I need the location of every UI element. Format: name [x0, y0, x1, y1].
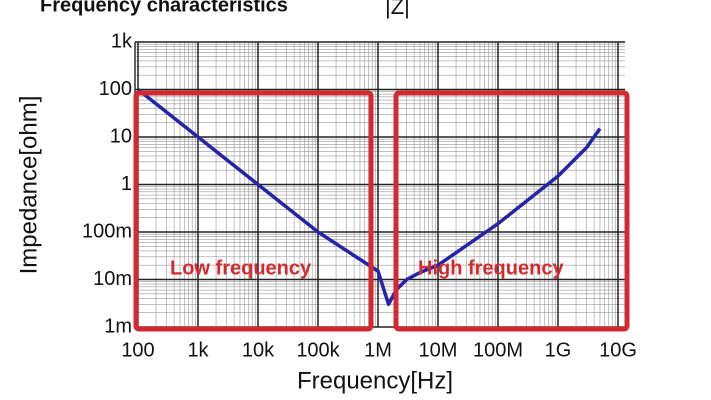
grid — [134, 41, 625, 328]
y-tick-label: 10m — [93, 268, 132, 290]
y-axis-label: Impedance[ohm] — [15, 96, 42, 275]
x-axis-label: Frequency[Hz] — [297, 367, 453, 394]
chart-subtitle: |Z| — [385, 0, 410, 19]
x-tick-label: 10M — [419, 339, 458, 361]
high-box — [393, 90, 630, 332]
annotation: High frequency — [418, 257, 564, 279]
x-tick-label: 1k — [187, 339, 209, 361]
x-tick-label: 100k — [296, 339, 340, 361]
y-tick-label: 1 — [121, 173, 132, 195]
x-tick-label: 100 — [121, 339, 154, 361]
impedance-line — [136, 88, 602, 307]
y-tick-label: 10 — [110, 125, 132, 147]
y-tick-label: 1k — [111, 30, 133, 52]
x-tick-label: 10k — [242, 339, 275, 361]
annotation: Low frequency — [170, 257, 312, 279]
y-tick-label: 1m — [104, 315, 132, 337]
low-box — [133, 90, 374, 332]
chart-title: Frequency characteristics — [40, 0, 288, 16]
x-tick-label: 1G — [545, 339, 572, 361]
y-tick-label: 100 — [99, 78, 132, 100]
x-tick-label: 10G — [599, 339, 637, 361]
plot — [136, 88, 602, 307]
x-tick-label: 100M — [473, 339, 523, 361]
x-tick-label: 1M — [364, 339, 392, 361]
y-tick-label: 100m — [82, 220, 132, 242]
